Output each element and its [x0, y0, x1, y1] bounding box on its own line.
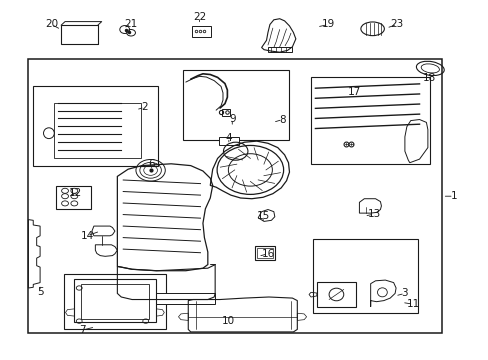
Bar	[81, 284, 149, 319]
Text: 19: 19	[321, 19, 335, 30]
Bar	[222, 109, 229, 116]
Text: 11: 11	[406, 299, 419, 309]
Text: 15: 15	[256, 211, 269, 221]
Bar	[74, 279, 156, 322]
Text: 17: 17	[347, 87, 361, 97]
Text: 1: 1	[449, 191, 456, 201]
Bar	[33, 86, 158, 166]
Bar	[310, 77, 429, 164]
Bar	[316, 282, 355, 307]
Text: 14: 14	[80, 231, 94, 241]
Text: 5: 5	[37, 287, 43, 297]
Text: 7: 7	[79, 325, 85, 335]
Text: 4: 4	[225, 132, 232, 143]
Text: 2: 2	[141, 102, 148, 112]
Bar	[56, 186, 91, 209]
Bar	[192, 26, 210, 37]
Bar	[312, 239, 417, 313]
Text: 23: 23	[389, 19, 403, 30]
Text: 22: 22	[192, 12, 206, 22]
Bar	[257, 248, 272, 258]
Text: 20: 20	[45, 19, 58, 30]
Text: 9: 9	[228, 114, 235, 124]
Bar	[28, 59, 441, 333]
Bar	[117, 293, 215, 304]
Text: 18: 18	[422, 73, 435, 84]
Text: 12: 12	[69, 188, 82, 198]
Text: 13: 13	[366, 209, 380, 219]
Bar	[183, 70, 288, 140]
Text: 8: 8	[279, 114, 285, 125]
Text: 16: 16	[261, 249, 274, 259]
Bar	[219, 137, 238, 145]
Text: 6: 6	[148, 159, 155, 169]
Bar	[54, 103, 141, 158]
Bar	[255, 246, 274, 260]
Text: 10: 10	[222, 316, 235, 326]
Bar	[63, 274, 166, 329]
Bar	[61, 25, 98, 44]
Bar	[267, 47, 292, 52]
Text: 3: 3	[401, 288, 407, 298]
Text: 21: 21	[124, 19, 138, 30]
